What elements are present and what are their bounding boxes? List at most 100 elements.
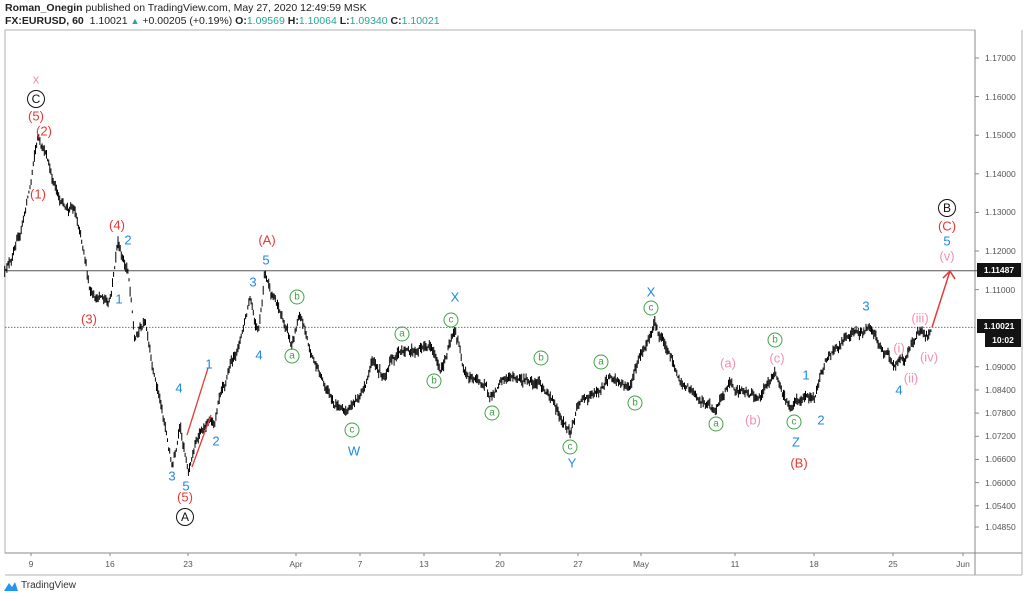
circled-wave-label[interactable]: c: [562, 439, 578, 455]
wave-label[interactable]: 4: [895, 382, 903, 398]
wave-label[interactable]: 1: [802, 367, 810, 383]
low-value: 1.09340: [349, 15, 388, 27]
circled-wave-label[interactable]: c: [344, 422, 360, 438]
time-tick-label: 11: [730, 559, 740, 569]
wedge-upper-line[interactable]: [186, 367, 209, 436]
wave-label[interactable]: X: [646, 284, 656, 300]
projection-arrow[interactable]: [931, 269, 956, 328]
wave-label[interactable]: (ii): [903, 370, 919, 386]
wave-label[interactable]: (iii): [911, 310, 929, 326]
wave-label[interactable]: 1: [115, 291, 123, 307]
time-tick-label: 25: [888, 559, 898, 569]
wave-label[interactable]: 2: [212, 433, 220, 449]
time-tick-label: Jun: [956, 559, 970, 569]
wave-label[interactable]: (2): [36, 123, 52, 139]
wave-label[interactable]: (c): [769, 350, 785, 366]
publish-text: published on TradingView.com, May 27, 20…: [85, 2, 367, 14]
high-label: H:: [287, 15, 299, 27]
bar-countdown: 10:02: [985, 333, 1021, 347]
circled-wave-label[interactable]: c: [643, 300, 659, 316]
wave-label[interactable]: Z: [792, 434, 800, 450]
circled-wave-label[interactable]: B: [938, 199, 956, 217]
wave-label[interactable]: 2: [817, 412, 825, 428]
wave-label[interactable]: Y: [567, 455, 577, 471]
wave-label[interactable]: 2: [124, 232, 132, 248]
time-tick-label: 9: [28, 559, 34, 569]
circled-wave-label[interactable]: a: [284, 348, 300, 364]
triangle-up-icon: ▲: [130, 16, 140, 26]
wave-label[interactable]: (A): [258, 232, 276, 248]
price-tick-label: 1.14000: [985, 168, 1016, 179]
low-label: L:: [339, 15, 350, 27]
wave-label[interactable]: (5): [28, 108, 44, 124]
price-tick-label: 1.16000: [985, 91, 1016, 102]
wave-label[interactable]: (1): [30, 186, 46, 202]
wave-label[interactable]: 4: [175, 380, 183, 396]
high-value: 1.10064: [298, 15, 337, 27]
circled-wave-label[interactable]: a: [484, 405, 500, 421]
wave-label[interactable]: (a): [720, 355, 736, 371]
price-tick-label: 1.11000: [985, 284, 1016, 295]
price-tick-label: 1.04850: [985, 521, 1016, 532]
wave-label[interactable]: 5: [943, 233, 951, 249]
circled-wave-label[interactable]: b: [627, 395, 643, 411]
wave-label[interactable]: 4: [255, 347, 263, 363]
price-tick-label: 1.05400: [985, 500, 1016, 511]
price-tick-label: 1.15000: [985, 130, 1016, 141]
wave-label[interactable]: (C): [937, 218, 957, 234]
wave-label[interactable]: 3: [168, 468, 176, 484]
circled-wave-label[interactable]: b: [533, 350, 549, 366]
price-tick-label: 1.06600: [985, 454, 1016, 465]
wave-label[interactable]: (3): [81, 311, 97, 327]
circled-wave-label[interactable]: c: [786, 414, 802, 430]
wave-label[interactable]: 5: [182, 478, 190, 494]
price-change: +0.00205 (+0.19%): [142, 15, 233, 27]
wave-label[interactable]: (i): [893, 340, 905, 356]
price-axis-ticks: [975, 57, 979, 528]
wave-label[interactable]: (5): [177, 489, 193, 505]
wave-label[interactable]: x: [32, 71, 40, 87]
wave-label[interactable]: (4): [109, 217, 125, 233]
close-value: 1.10021: [401, 15, 440, 27]
wave-label[interactable]: 5: [262, 252, 270, 268]
wave-label[interactable]: 1: [205, 356, 213, 372]
circled-wave-label[interactable]: b: [426, 373, 442, 389]
circled-wave-label[interactable]: a: [708, 416, 724, 432]
wave-label[interactable]: 3: [862, 298, 870, 314]
last-price: 1.10021: [89, 15, 128, 27]
projection-line[interactable]: [931, 270, 951, 328]
brand-name: TradingView: [21, 580, 77, 591]
circled-wave-label[interactable]: b: [289, 289, 305, 305]
level-price-label: 1.11487: [977, 263, 1021, 277]
wave-label[interactable]: X: [450, 289, 460, 305]
time-tick-label: 7: [357, 559, 363, 569]
current-price-label: 1.10021: [977, 319, 1021, 333]
wave-label[interactable]: (iv): [919, 349, 939, 365]
wave-label[interactable]: (v): [939, 248, 955, 264]
tradingview-logo[interactable]: TradingView: [4, 580, 76, 591]
circled-wave-label[interactable]: A: [176, 508, 194, 526]
plot-frame: [4, 29, 976, 554]
circled-wave-label[interactable]: a: [593, 354, 609, 370]
wedge-lower-line[interactable]: [191, 414, 212, 468]
time-tick-label: 20: [495, 559, 505, 569]
wave-label[interactable]: 3: [249, 274, 257, 290]
close-label: C:: [390, 15, 402, 27]
price-tick-label: 1.17000: [985, 53, 1016, 63]
wave-label[interactable]: (B): [790, 455, 808, 471]
time-tick-label: 18: [809, 559, 819, 569]
time-tick-label: May: [632, 559, 650, 569]
circled-wave-label[interactable]: c: [443, 312, 459, 328]
circled-wave-label[interactable]: b: [767, 332, 783, 348]
price-tick-label: 1.08400: [985, 384, 1016, 395]
circled-wave-label[interactable]: a: [394, 326, 410, 342]
time-tick-label: 23: [183, 559, 193, 569]
author-name[interactable]: Roman_Onegin: [5, 2, 83, 14]
circled-wave-label[interactable]: C: [27, 90, 45, 108]
wave-label[interactable]: W: [347, 443, 361, 459]
time-tick-label: 27: [573, 559, 583, 569]
price-bars: [4, 134, 932, 476]
wave-label[interactable]: (b): [745, 412, 761, 428]
arrowhead-icon: [942, 269, 956, 280]
